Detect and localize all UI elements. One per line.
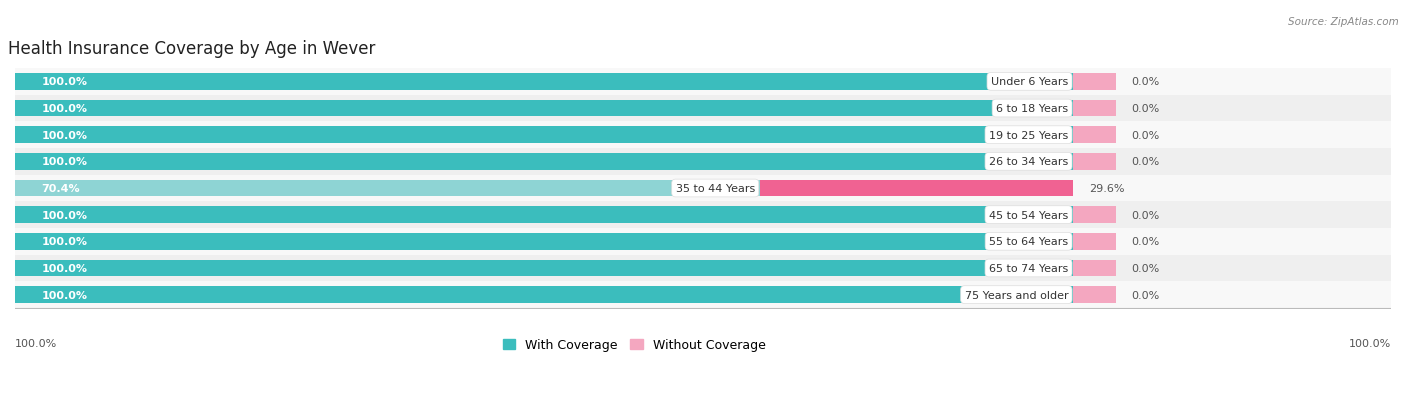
Text: 0.0%: 0.0% — [1132, 237, 1160, 247]
Bar — [1073, 74, 1116, 90]
Bar — [15, 127, 1073, 144]
Bar — [15, 69, 1391, 95]
Bar — [15, 149, 1391, 175]
Bar — [15, 202, 1391, 228]
Bar — [15, 95, 1391, 122]
Text: 65 to 74 Years: 65 to 74 Years — [988, 263, 1069, 273]
Text: Health Insurance Coverage by Age in Wever: Health Insurance Coverage by Age in Weve… — [8, 40, 375, 58]
Legend: With Coverage, Without Coverage: With Coverage, Without Coverage — [498, 334, 770, 356]
Text: 0.0%: 0.0% — [1132, 210, 1160, 220]
Text: 0.0%: 0.0% — [1132, 157, 1160, 167]
Text: Under 6 Years: Under 6 Years — [991, 77, 1069, 87]
Text: 100.0%: 100.0% — [15, 339, 58, 349]
Bar — [1073, 260, 1116, 277]
Bar — [1073, 127, 1116, 144]
Bar — [15, 207, 1073, 223]
Text: 0.0%: 0.0% — [1132, 290, 1160, 300]
Text: 29.6%: 29.6% — [1090, 183, 1125, 194]
Bar — [1073, 100, 1116, 117]
Bar — [15, 154, 1073, 170]
Text: 0.0%: 0.0% — [1132, 77, 1160, 87]
Bar — [15, 100, 1073, 117]
Bar — [1073, 287, 1116, 303]
Bar — [15, 180, 761, 197]
Text: 6 to 18 Years: 6 to 18 Years — [995, 104, 1069, 114]
Text: 100.0%: 100.0% — [41, 104, 87, 114]
Text: 100.0%: 100.0% — [41, 131, 87, 140]
Text: 0.0%: 0.0% — [1132, 104, 1160, 114]
Text: 19 to 25 Years: 19 to 25 Years — [988, 131, 1069, 140]
Bar — [1073, 207, 1116, 223]
Text: 70.4%: 70.4% — [41, 183, 80, 194]
Bar — [15, 255, 1391, 282]
Text: 35 to 44 Years: 35 to 44 Years — [676, 183, 755, 194]
Text: 100.0%: 100.0% — [41, 290, 87, 300]
Text: 75 Years and older: 75 Years and older — [965, 290, 1069, 300]
Text: 100.0%: 100.0% — [41, 263, 87, 273]
Bar — [1073, 154, 1116, 170]
Bar — [15, 228, 1391, 255]
Text: 45 to 54 Years: 45 to 54 Years — [988, 210, 1069, 220]
Bar — [1073, 233, 1116, 250]
Bar — [15, 122, 1391, 149]
Text: 26 to 34 Years: 26 to 34 Years — [988, 157, 1069, 167]
Text: Source: ZipAtlas.com: Source: ZipAtlas.com — [1288, 17, 1399, 26]
Bar — [761, 180, 1073, 197]
Text: 0.0%: 0.0% — [1132, 131, 1160, 140]
Bar — [15, 233, 1073, 250]
Text: 100.0%: 100.0% — [41, 237, 87, 247]
Bar — [15, 175, 1391, 202]
Text: 100.0%: 100.0% — [1348, 339, 1391, 349]
Text: 100.0%: 100.0% — [41, 157, 87, 167]
Bar — [15, 260, 1073, 277]
Text: 0.0%: 0.0% — [1132, 263, 1160, 273]
Bar — [15, 74, 1073, 90]
Text: 55 to 64 Years: 55 to 64 Years — [988, 237, 1069, 247]
Text: 100.0%: 100.0% — [41, 77, 87, 87]
Bar — [15, 282, 1391, 308]
Bar — [15, 287, 1073, 303]
Text: 100.0%: 100.0% — [41, 210, 87, 220]
